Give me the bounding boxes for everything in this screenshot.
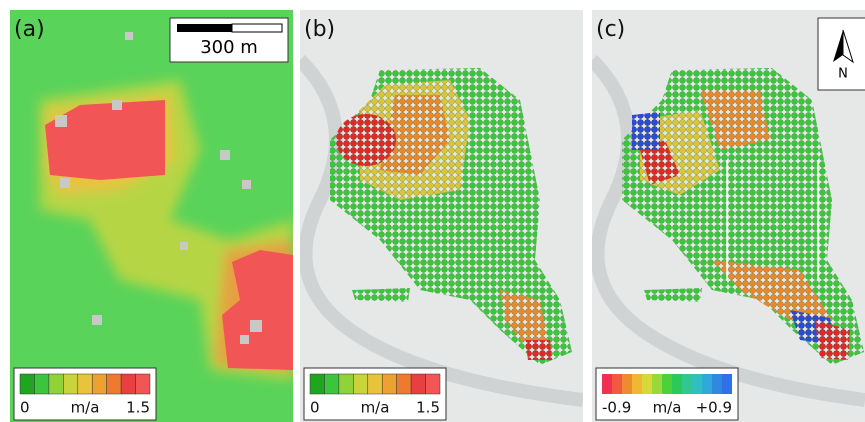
velocity-points	[632, 112, 660, 150]
scale-bar-black	[177, 24, 232, 32]
velocity-points	[700, 90, 770, 150]
colorbar-segment	[353, 373, 369, 395]
velocity-points	[644, 288, 702, 302]
colorbar-segment	[34, 373, 50, 395]
colorbar-segment	[622, 374, 632, 394]
colorbar-min-label: -0.9	[602, 399, 631, 417]
north-arrow	[833, 30, 843, 62]
colorbar-segment	[396, 373, 412, 395]
colorbar-segment	[662, 374, 672, 394]
velocity-points	[712, 260, 832, 320]
colorbar-segment	[712, 374, 722, 394]
high-velocity-zone	[45, 100, 165, 180]
colorbars: 0 m/a 1.5 0 m/a 1.5 -0.9 m/a +0.9	[13, 367, 739, 421]
scale-bar-label: 300 m	[200, 37, 258, 58]
panel-label: (c)	[596, 17, 625, 42]
velocity-points	[336, 114, 396, 166]
colorbar-segment	[632, 374, 642, 394]
colorbar-segment	[77, 373, 93, 395]
panel-label: (b)	[304, 17, 335, 42]
colorbar-segment	[692, 374, 702, 394]
colorbar-segment	[722, 374, 732, 394]
colorbar-segment	[702, 374, 712, 394]
colorbar-unit: m/a	[71, 399, 100, 417]
panel-a-map: (a) 300 m	[10, 10, 293, 422]
north-label: N	[838, 67, 848, 82]
colorbar-segment	[602, 374, 612, 394]
colorbar-segment	[106, 373, 122, 395]
colorbar-unit: m/a	[361, 399, 390, 417]
panel-label: (a)	[14, 17, 45, 42]
scale-bar-white	[231, 23, 283, 33]
panel-b-map: (b)	[300, 10, 583, 422]
velocity-points	[640, 140, 680, 185]
panel-c-map: (c) N	[592, 10, 865, 422]
colorbar-segment	[135, 373, 151, 395]
colorbar-max-label: 1.5	[416, 399, 440, 417]
velocity-points	[352, 288, 410, 302]
colorbar-segment	[91, 373, 107, 395]
colorbar-segment	[48, 373, 64, 395]
colorbar-segment	[324, 373, 340, 395]
velocity-points	[500, 290, 548, 345]
colorbar-segment	[19, 373, 35, 395]
colorbar-segment	[120, 373, 136, 395]
colorbar-segment	[410, 373, 426, 395]
no-data-pixels	[55, 32, 262, 344]
colorbar-segment	[338, 373, 354, 395]
colorbar-segment	[642, 374, 652, 394]
velocity-points	[815, 320, 850, 360]
colorbar-segment	[309, 373, 325, 395]
high-velocity-zone	[222, 250, 293, 370]
colorbar-min-label: 0	[20, 399, 30, 417]
colorbar-segment	[672, 374, 682, 394]
terrain-shade	[300, 55, 583, 407]
velocity-points	[525, 340, 552, 360]
north-arrow	[842, 29, 854, 64]
colorbar-segment	[63, 373, 79, 395]
colorbar-segment	[652, 374, 662, 394]
colorbar-unit: m/a	[653, 399, 682, 417]
colorbar-segment	[367, 373, 383, 395]
colorbar-segment	[425, 373, 441, 395]
colorbar-max-label: +0.9	[696, 399, 732, 417]
colorbar-segment	[381, 373, 397, 395]
colorbar-max-label: 1.5	[126, 399, 150, 417]
colorbar-segment	[682, 374, 692, 394]
colorbar-segment	[612, 374, 622, 394]
terrain-shade	[592, 55, 865, 407]
velocity-points	[380, 95, 450, 175]
colorbar-min-label: 0	[310, 399, 320, 417]
